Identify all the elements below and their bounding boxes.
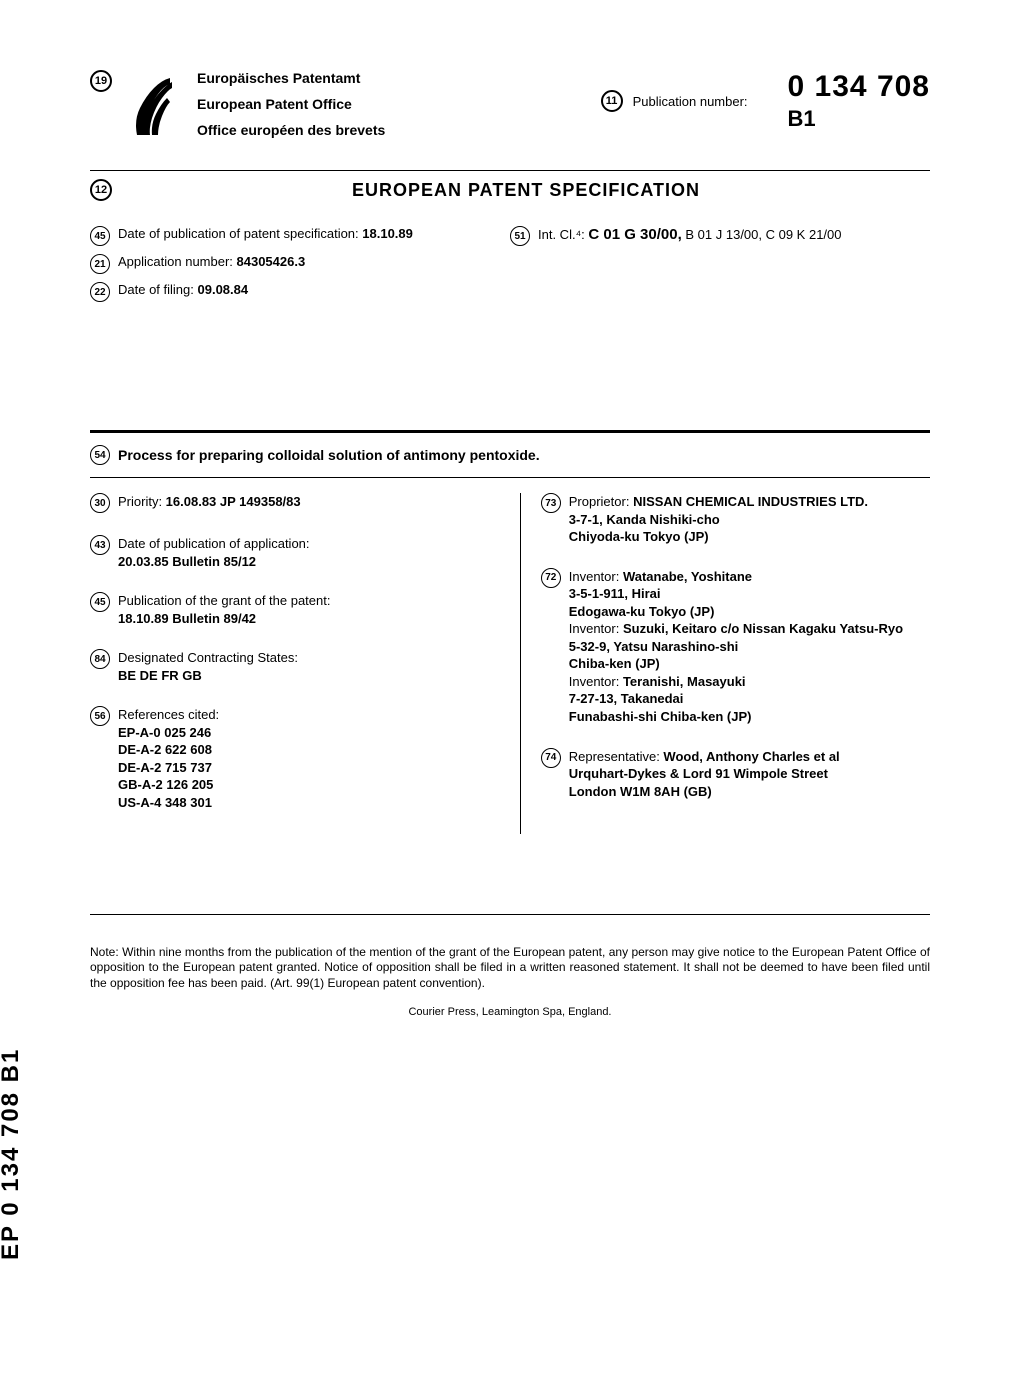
inventor1-addr1: 3-5-1-911, Hirai [569,586,661,601]
invention-title: Process for preparing colloidal solution… [118,447,540,463]
biblio-right-column: 73 Proprietor: NISSAN CHEMICAL INDUSTRIE… [520,493,930,834]
publication-number-block: 11 Publication number: 0 134 708 B1 [601,70,930,132]
proprietor-name: NISSAN CHEMICAL INDUSTRIES LTD. [633,494,868,509]
states-label: Designated Contracting States: [118,650,298,665]
publication-number: 0 134 708 [788,70,930,104]
field-19-badge: 19 [90,70,112,92]
office-name-en: European Patent Office [197,96,385,112]
biblio-left-column: 30 Priority: 16.08.83 JP 149358/83 43 Da… [90,493,500,834]
field-84-badge: 84 [90,649,110,669]
states-value: BE DE FR GB [118,668,202,683]
date-pub-spec-label: Date of publication of patent specificat… [118,226,362,241]
pub-app-value: 20.03.85 Bulletin 85/12 [118,554,256,569]
date-pub-spec-value: 18.10.89 [362,226,413,241]
proprietor-addr1: 3-7-1, Kanda Nishiki-cho [569,512,720,527]
office-names: Europäisches Patentamt European Patent O… [197,70,385,138]
representative-label: Representative: [569,749,664,764]
inventor1-addr2: Edogawa-ku Tokyo (JP) [569,604,715,619]
reference-1: EP-A-0 025 246 [118,725,211,740]
grant-pub-value: 18.10.89 Bulletin 89/42 [118,611,256,626]
office-name-fr: Office européen des brevets [197,122,385,138]
references-label: References cited: [118,707,219,722]
inventor2-name: Suzuki, Keitaro c/o Nissan Kagaku Yatsu-… [623,621,903,636]
proprietor-label: Proprietor: [569,494,633,509]
invention-title-row: 54 Process for preparing colloidal solut… [90,445,930,465]
representative-addr2: London W1M 8AH (GB) [569,784,712,799]
vertical-publication-number: EP 0 134 708 B1 [0,1048,25,1260]
divider [90,477,930,478]
thick-divider [90,430,930,433]
divider [90,170,930,171]
publication-number-label: Publication number: [633,94,748,109]
representative-addr1: Urquhart-Dykes & Lord 91 Wimpole Street [569,766,828,781]
logo-block: Europäisches Patentamt European Patent O… [122,70,385,140]
field-22-badge: 22 [90,282,110,302]
field-12-badge: 12 [90,179,112,201]
field-56-badge: 56 [90,706,110,726]
top-meta: 45 Date of publication of patent specifi… [90,226,930,310]
biblio-section: 30 Priority: 16.08.83 JP 149358/83 43 Da… [90,493,930,834]
inventor2-addr1: 5-32-9, Yatsu Narashino-shi [569,639,739,654]
grant-pub-label: Publication of the grant of the patent: [118,593,330,608]
office-name-de: Europäisches Patentamt [197,70,385,86]
inventor3-addr2: Funabashi-shi Chiba-ken (JP) [569,709,752,724]
app-number-label: Application number: [118,254,237,269]
field-45-badge: 45 [90,226,110,246]
spec-title: EUROPEAN PATENT SPECIFICATION [122,180,930,201]
publication-suffix: B1 [788,106,930,132]
reference-3: DE-A-2 715 737 [118,760,212,775]
divider [90,914,930,915]
inventor2-addr2: Chiba-ken (JP) [569,656,660,671]
field-45b-badge: 45 [90,592,110,612]
proprietor-addr2: Chiyoda-ku Tokyo (JP) [569,529,709,544]
field-30-badge: 30 [90,493,110,513]
reference-4: GB-A-2 126 205 [118,777,213,792]
representative-name: Wood, Anthony Charles et al [663,749,839,764]
priority-label: Priority: [118,494,166,509]
epo-logo-icon [122,70,182,140]
inventor-label-3: Inventor: [569,674,623,689]
int-cl-label: Int. Cl.⁴: [538,227,588,242]
int-cl-main: C 01 G 30/00, [588,226,681,243]
filing-date-value: 09.08.84 [198,282,249,297]
field-73-badge: 73 [541,493,561,513]
inventor3-name: Teranishi, Masayuki [623,674,746,689]
reference-2: DE-A-2 622 608 [118,742,212,757]
inventor1-name: Watanabe, Yoshitane [623,569,752,584]
int-cl-rest: B 01 J 13/00, C 09 K 21/00 [682,227,842,242]
app-number-value: 84305426.3 [237,254,306,269]
field-74-badge: 74 [541,748,561,768]
priority-value: 16.08.83 JP 149358/83 [166,494,301,509]
printer-credit: Courier Press, Leamington Spa, England. [90,1006,930,1018]
inventor-label: Inventor: [569,569,623,584]
field-43-badge: 43 [90,535,110,555]
field-51-badge: 51 [510,226,530,246]
field-11-badge: 11 [601,90,623,112]
reference-5: US-A-4 348 301 [118,795,212,810]
field-72-badge: 72 [541,568,561,588]
inventor-label-2: Inventor: [569,621,623,636]
inventor3-addr1: 7-27-13, Takanedai [569,691,684,706]
spec-title-row: 12 EUROPEAN PATENT SPECIFICATION [90,179,930,201]
header: 19 Europäisches Patentamt European Paten… [90,70,930,140]
field-54-badge: 54 [90,445,110,465]
pub-app-label: Date of publication of application: [118,536,310,551]
opposition-note: Note: Within nine months from the public… [90,945,930,992]
field-21-badge: 21 [90,254,110,274]
filing-date-label: Date of filing: [118,282,198,297]
